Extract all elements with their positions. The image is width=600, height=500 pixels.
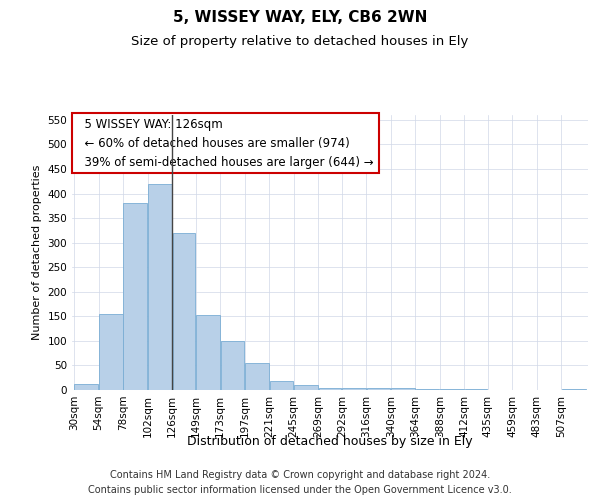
Bar: [342, 388, 366, 390]
Text: 5 WISSEY WAY: 126sqm
  ← 60% of detached houses are smaller (974)
  39% of semi-: 5 WISSEY WAY: 126sqm ← 60% of detached h…: [77, 118, 374, 169]
Bar: [465, 389, 487, 390]
Text: Size of property relative to detached houses in Ely: Size of property relative to detached ho…: [131, 35, 469, 48]
Bar: [562, 389, 586, 390]
Bar: [173, 233, 195, 390]
Bar: [367, 388, 391, 390]
Bar: [440, 389, 464, 390]
Text: 5, WISSEY WAY, ELY, CB6 2WN: 5, WISSEY WAY, ELY, CB6 2WN: [173, 10, 427, 25]
Text: Distribution of detached houses by size in Ely: Distribution of detached houses by size …: [187, 435, 473, 448]
Bar: [99, 314, 122, 390]
Bar: [196, 316, 220, 390]
Text: Contains public sector information licensed under the Open Government Licence v3: Contains public sector information licen…: [88, 485, 512, 495]
Text: Contains HM Land Registry data © Crown copyright and database right 2024.: Contains HM Land Registry data © Crown c…: [110, 470, 490, 480]
Bar: [124, 204, 147, 390]
Bar: [319, 388, 341, 390]
Bar: [221, 341, 244, 390]
Bar: [391, 388, 415, 390]
Bar: [74, 384, 98, 390]
Bar: [294, 385, 318, 390]
Y-axis label: Number of detached properties: Number of detached properties: [32, 165, 42, 340]
Bar: [269, 380, 293, 390]
Bar: [416, 389, 439, 390]
Bar: [148, 184, 172, 390]
Bar: [245, 363, 269, 390]
